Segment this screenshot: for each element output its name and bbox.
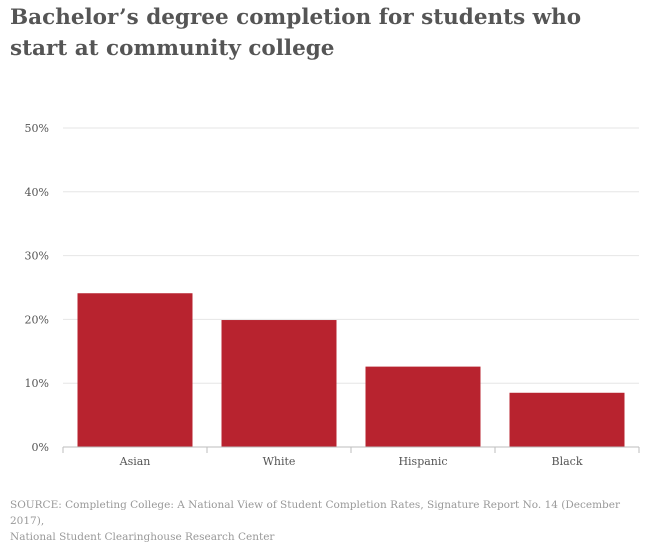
bars (77, 293, 625, 447)
source-note: SOURCE: Completing College: A National V… (10, 497, 640, 545)
y-tick-label: 50% (25, 122, 49, 135)
bar-white (221, 320, 337, 447)
x-axis (62, 446, 640, 453)
y-tick-label: 0% (32, 441, 49, 454)
bar-asian (77, 293, 193, 447)
y-tick-label: 40% (25, 186, 49, 199)
x-axis-labels: Asian White Hispanic Black (119, 455, 583, 468)
source-line-1: SOURCE: Completing College: A National V… (10, 499, 621, 527)
x-tick-label: Hispanic (398, 455, 447, 468)
y-tick-label: 10% (25, 377, 49, 390)
x-tick-label: Asian (119, 455, 151, 468)
bar-black (509, 392, 625, 447)
bar-chart: 0% 10% 20% 30% 40% 50% Asian White Hispanic Blac… (25, 122, 640, 468)
chart-title: Bachelor’s degree completion for student… (10, 5, 582, 61)
source-line-2: National Student Clearinghouse Research … (10, 531, 275, 543)
x-tick-label: White (263, 455, 296, 468)
y-axis-labels: 0% 10% 20% 30% 40% 50% (25, 122, 49, 454)
y-tick-label: 20% (25, 313, 49, 326)
y-tick-label: 30% (25, 250, 49, 263)
bar-hispanic (365, 366, 481, 447)
x-tick-label: Black (552, 455, 583, 468)
